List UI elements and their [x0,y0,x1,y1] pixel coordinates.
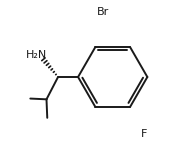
Text: F: F [141,129,147,139]
Text: Br: Br [97,7,110,17]
Text: H₂N: H₂N [26,50,47,60]
